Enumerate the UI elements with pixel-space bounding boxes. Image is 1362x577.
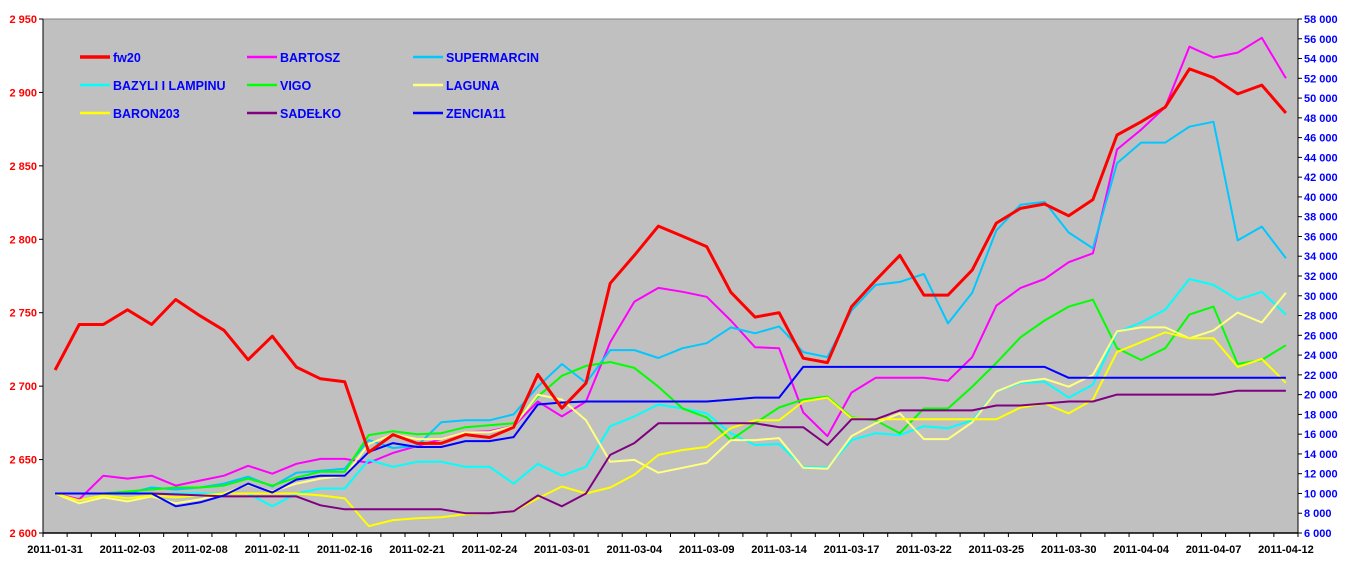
left-axis-tick-label: 2 950 bbox=[9, 14, 37, 26]
x-axis-tick-label: 2011-02-11 bbox=[245, 544, 300, 556]
x-axis-tick-label: 2011-03-09 bbox=[679, 544, 735, 556]
left-axis-tick-label: 2 900 bbox=[9, 87, 37, 99]
x-axis-tick-label: 2011-03-14 bbox=[751, 544, 808, 556]
x-axis-tick-label: 2011-03-17 bbox=[824, 544, 880, 556]
right-axis-tick-label: 24 000 bbox=[1304, 350, 1338, 362]
right-axis-tick-label: 6 000 bbox=[1304, 528, 1332, 540]
legend-label: BARON203 bbox=[113, 107, 180, 121]
x-axis-tick-label: 2011-03-01 bbox=[534, 544, 590, 556]
right-axis-tick-label: 50 000 bbox=[1304, 93, 1338, 105]
left-axis-tick-label: 2 800 bbox=[9, 234, 37, 246]
right-axis-tick-label: 54 000 bbox=[1304, 54, 1338, 66]
right-axis-tick-label: 8 000 bbox=[1304, 508, 1332, 520]
x-axis-tick-label: 2011-03-25 bbox=[968, 544, 1024, 556]
right-axis-tick-label: 42 000 bbox=[1304, 172, 1338, 184]
right-axis-tick-label: 46 000 bbox=[1304, 133, 1338, 145]
legend-item: BAZYLI I LAMPINU bbox=[80, 79, 226, 93]
series-line-fw20 bbox=[53, 67, 1288, 454]
left-axis-tick-label: 2 650 bbox=[9, 455, 37, 467]
x-axis-tick-label: 2011-02-21 bbox=[389, 544, 445, 556]
right-axis-tick-label: 32 000 bbox=[1304, 271, 1338, 283]
x-axis-tick-label: 2011-02-24 bbox=[462, 544, 519, 556]
legend-item: fw20 bbox=[80, 51, 141, 65]
x-axis-tick-label: 2011-03-22 bbox=[896, 544, 952, 556]
series-line-baron203 bbox=[54, 331, 1287, 528]
legend-label: VIGO bbox=[280, 79, 312, 93]
right-axis-tick-label: 12 000 bbox=[1304, 469, 1338, 481]
legend-label: SADEŁKO bbox=[280, 107, 341, 121]
right-axis-tick-label: 44 000 bbox=[1304, 152, 1338, 164]
legend-item: SUPERMARCIN bbox=[413, 51, 539, 65]
x-axis-tick-label: 2011-02-08 bbox=[172, 544, 228, 556]
legend-label: SUPERMARCIN bbox=[446, 51, 539, 65]
left-axis-tick-label: 2 600 bbox=[9, 528, 37, 540]
left-axis-tick-label: 2 700 bbox=[9, 381, 37, 393]
right-axis-tick-label: 18 000 bbox=[1304, 409, 1338, 421]
legend-item: ZENCIA11 bbox=[413, 107, 506, 121]
legend-label: LAGUNA bbox=[446, 79, 499, 93]
x-axis-tick-label: 2011-02-16 bbox=[317, 544, 373, 556]
series-lines bbox=[53, 36, 1288, 528]
x-axis-tick-label: 2011-03-30 bbox=[1041, 544, 1097, 556]
legend-item: BARON203 bbox=[80, 107, 180, 121]
x-axis-tick-label: 2011-02-03 bbox=[100, 544, 156, 556]
right-axis-tick-label: 52 000 bbox=[1304, 73, 1338, 85]
right-axis-tick-label: 14 000 bbox=[1304, 449, 1338, 461]
x-axis-tick-label: 2011-03-04 bbox=[606, 544, 663, 556]
legend: fw20 BARTOSZ SUPERMARCIN BAZYLI I LAMPINU VI… bbox=[80, 51, 539, 121]
left-axis-tick-label: 2 750 bbox=[9, 308, 37, 320]
right-axis-tick-label: 58 000 bbox=[1304, 14, 1338, 26]
legend-label: fw20 bbox=[113, 51, 141, 65]
series-line-zencia11 bbox=[55, 365, 1286, 508]
right-axis-tick-label: 26 000 bbox=[1304, 330, 1338, 342]
legend-item: SADEŁKO bbox=[247, 107, 341, 121]
right-axis-tick-label: 36 000 bbox=[1304, 231, 1338, 243]
right-axis-tick-label: 28 000 bbox=[1304, 311, 1338, 323]
right-axis-tick-label: 34 000 bbox=[1304, 251, 1338, 263]
right-axis-tick-label: 16 000 bbox=[1304, 429, 1338, 441]
left-axis-tick-label: 2 850 bbox=[9, 161, 37, 173]
series-line-bazyli-i-lampinu bbox=[55, 278, 1287, 508]
x-axis-tick-label: 2011-01-31 bbox=[27, 544, 83, 556]
x-axis-tick-label: 2011-04-12 bbox=[1258, 544, 1314, 556]
right-axis-tick-label: 48 000 bbox=[1304, 113, 1338, 125]
right-axis-tick-label: 56 000 bbox=[1304, 34, 1338, 46]
series-line-vigo bbox=[55, 298, 1287, 495]
right-axis-tick-label: 22 000 bbox=[1304, 370, 1338, 382]
series-line-sade-ko bbox=[55, 389, 1286, 515]
plot-area bbox=[42, 18, 1299, 534]
legend-label: BARTOSZ bbox=[280, 51, 341, 65]
axes: 2 600 2 650 2 700 2 750 2 800 2 850 2 900 2 950… bbox=[9, 14, 1337, 556]
legend-label: BAZYLI I LAMPINU bbox=[113, 79, 226, 93]
right-axis-tick-label: 38 000 bbox=[1304, 212, 1338, 224]
right-axis-tick-label: 10 000 bbox=[1304, 488, 1338, 500]
legend-item: BARTOSZ bbox=[247, 51, 341, 65]
right-axis-tick-label: 20 000 bbox=[1304, 390, 1338, 402]
right-axis-tick-label: 40 000 bbox=[1304, 192, 1338, 204]
x-axis-tick-label: 2011-04-07 bbox=[1186, 544, 1242, 556]
right-axis-tick-label: 30 000 bbox=[1304, 291, 1338, 303]
series-line-bartosz bbox=[54, 36, 1287, 501]
legend-item: LAGUNA bbox=[413, 79, 499, 93]
legend-item: VIGO bbox=[247, 79, 312, 93]
x-axis-tick-label: 2011-04-04 bbox=[1113, 544, 1170, 556]
legend-label: ZENCIA11 bbox=[446, 107, 506, 121]
